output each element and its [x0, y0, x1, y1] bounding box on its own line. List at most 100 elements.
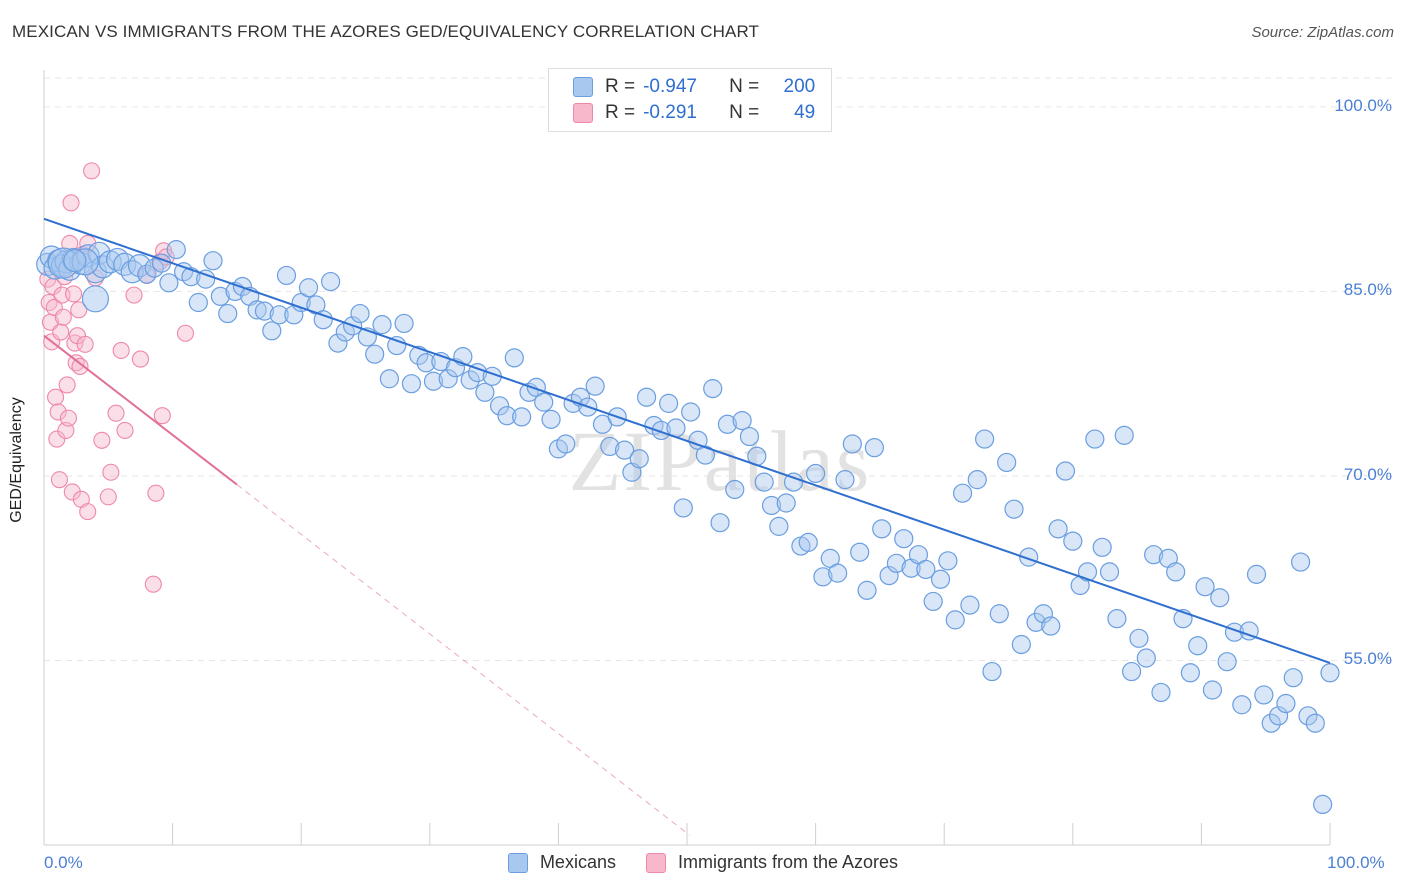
- mexicans-point: [1011, 634, 1031, 655]
- mexicans-point: [894, 529, 914, 549]
- azores-point: [58, 376, 76, 394]
- chart-title: MEXICAN VS IMMIGRANTS FROM THE AZORES GE…: [12, 22, 760, 41]
- azores-point: [116, 421, 134, 439]
- r-value: -0.291: [643, 102, 697, 123]
- mexicans-point: [1305, 713, 1325, 733]
- mexicans-point: [813, 567, 833, 587]
- mexicans-point: [585, 376, 605, 396]
- mexicans-point: [460, 370, 480, 390]
- mexicans-point: [210, 286, 230, 306]
- azores-point: [93, 431, 111, 449]
- mexicans-point: [710, 513, 730, 533]
- azores-point: [107, 404, 125, 422]
- mexicans-point: [1129, 628, 1149, 648]
- mexicans-point: [1261, 713, 1281, 733]
- azores-point: [71, 357, 89, 376]
- mexicans-point: [1151, 682, 1171, 703]
- mexicans-point: [1099, 562, 1120, 582]
- legend-swatch-pink: [573, 103, 593, 123]
- mexicans-point: [1180, 663, 1200, 683]
- mexicans-point: [732, 410, 752, 431]
- mexicans-point: [365, 344, 385, 364]
- mexicans-point: [850, 542, 870, 562]
- mexicans-point: [761, 495, 782, 516]
- azores-point: [48, 430, 66, 448]
- mexicans-point: [1048, 519, 1068, 539]
- legend-item-azores: Immigrants from the Azores: [645, 852, 899, 873]
- mexicans-point: [989, 604, 1009, 624]
- mexicans-point: [188, 292, 208, 313]
- mexicans-point: [695, 445, 715, 465]
- mexicans-point: [350, 303, 370, 324]
- mexicans-point: [556, 434, 576, 454]
- n-label: N =: [729, 102, 760, 123]
- azores-point: [70, 301, 88, 319]
- azores-trend-line: [43, 334, 238, 486]
- series-legend: Mexicans Immigrants from the Azores: [0, 852, 1406, 873]
- mexicans-point: [805, 463, 826, 484]
- azores-point: [176, 324, 195, 342]
- azores-point: [49, 403, 67, 421]
- azores-point: [144, 575, 162, 593]
- mexicans-point: [1320, 663, 1340, 683]
- mexicans-point: [313, 310, 333, 330]
- azores-point: [147, 484, 165, 502]
- x-tick-min: 0.0%: [44, 853, 83, 872]
- mexicans-point: [1283, 668, 1303, 688]
- mexicans-point: [409, 345, 429, 365]
- mexicans-point: [945, 610, 965, 630]
- azores-point: [79, 503, 97, 521]
- mexicans-point: [320, 271, 341, 292]
- azores-point: [62, 194, 80, 212]
- azores-point: [50, 471, 68, 489]
- azores-point: [47, 388, 65, 406]
- mexicans-point: [1313, 794, 1333, 815]
- azores-point: [153, 407, 171, 425]
- r-value: -0.947: [643, 76, 697, 97]
- azores-point: [99, 488, 117, 506]
- mexicans-point: [864, 438, 884, 458]
- legend-label-azores: Immigrants from the Azores: [677, 852, 899, 872]
- legend-swatch-pink: [645, 852, 666, 873]
- watermark: ZIPatlas: [569, 413, 872, 509]
- mexicans-point: [629, 449, 649, 469]
- mexicans-point: [247, 300, 267, 320]
- mexicans-point: [886, 553, 907, 573]
- legend-row-azores: R = -0.291 N = 49: [573, 101, 815, 125]
- mexicans-point: [754, 472, 774, 492]
- legend-swatch-blue: [573, 77, 593, 97]
- mexicans-point: [387, 335, 407, 356]
- legend-swatch-blue: [507, 852, 528, 873]
- mexicans-point: [614, 440, 635, 460]
- azores-point: [125, 286, 143, 304]
- y-tick-label: 70.0%: [1343, 464, 1392, 484]
- mexicans-point: [1291, 552, 1311, 572]
- mexicans-point: [857, 580, 877, 600]
- azores-point: [40, 293, 58, 312]
- mexicans-point: [1276, 693, 1296, 714]
- mexicans-point: [872, 519, 892, 539]
- mexicans-point: [776, 493, 796, 513]
- series-mexicans-points: [36, 240, 1340, 815]
- mexicans-point: [203, 251, 223, 271]
- mexicans-point: [930, 569, 951, 589]
- mexicans-point: [254, 301, 275, 321]
- mexicans-point: [703, 379, 723, 399]
- n-value: 200: [783, 76, 816, 97]
- mexicans-point: [879, 565, 899, 586]
- mexicans-point: [1019, 547, 1039, 567]
- mexicans-point: [938, 551, 958, 571]
- mexicans-point: [394, 313, 414, 334]
- azores-point: [76, 335, 94, 353]
- mexicans-point: [717, 414, 738, 434]
- azores-point: [131, 350, 149, 368]
- mexicans-point: [673, 498, 693, 518]
- mexicans-point: [600, 436, 620, 457]
- r-label: R =: [605, 102, 636, 123]
- azores-point: [52, 323, 70, 341]
- mexicans-point: [120, 260, 144, 284]
- mexicans-trend-line: [43, 217, 1331, 664]
- mexicans-point: [952, 483, 973, 503]
- mexicans-point: [512, 407, 532, 427]
- mexicans-point: [262, 321, 282, 341]
